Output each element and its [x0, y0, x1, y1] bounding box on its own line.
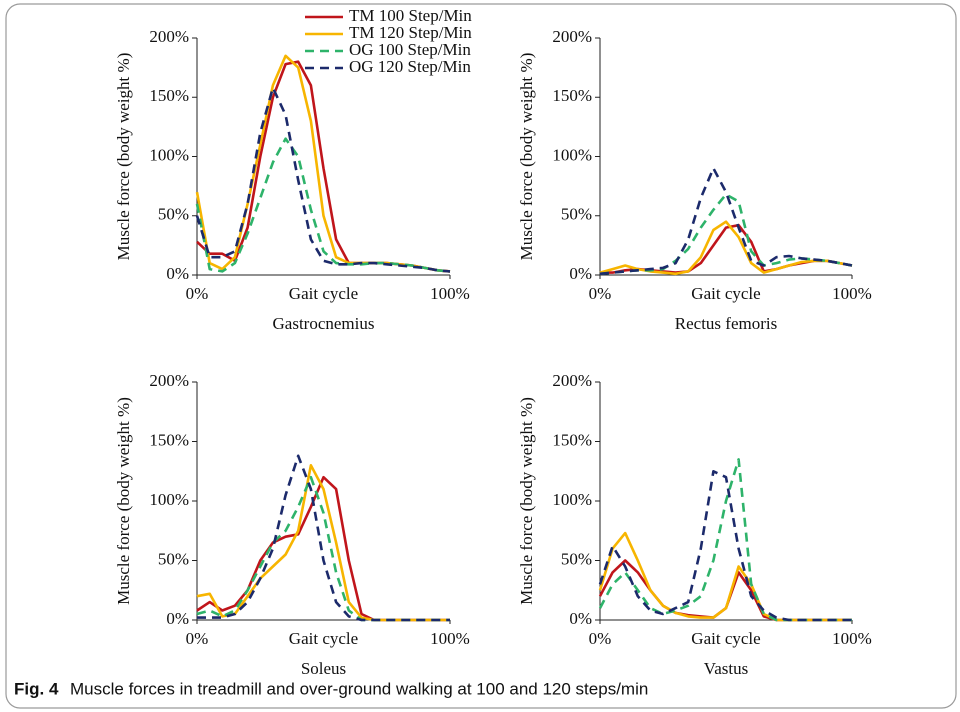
x-axis-label: Gait cycle: [691, 284, 760, 303]
x-tick-label: 100%: [832, 284, 872, 303]
data-line: [598, 531, 852, 622]
x-tick-label: 0%: [589, 629, 612, 648]
y-tick-label: 0%: [166, 264, 189, 283]
y-axis-label: Muscle force (body weight %): [114, 397, 133, 605]
data-line: [598, 458, 852, 622]
legend-label: OG 100 Step/Min: [349, 40, 471, 59]
panel-title: Gastrocnemius: [273, 314, 375, 333]
x-tick-label: 100%: [832, 629, 872, 648]
frame: [5, 3, 957, 709]
y-tick-label: 150%: [149, 86, 189, 105]
y-tick-label: 50%: [158, 205, 189, 224]
y-tick-label: 0%: [569, 264, 592, 283]
caption-text: Muscle forces in treadmill and over-grou…: [70, 679, 648, 698]
x-tick-label: 0%: [589, 284, 612, 303]
data-line: [598, 470, 852, 622]
data-line: [195, 86, 451, 273]
data-line: [195, 137, 451, 273]
y-tick-label: 200%: [552, 27, 592, 46]
y-tick-label: 100%: [149, 490, 189, 509]
y-tick-label: 150%: [552, 86, 592, 105]
y-axis-label: Muscle force (body weight %): [517, 397, 536, 605]
y-tick-label: 200%: [149, 27, 189, 46]
x-tick-label: 0%: [186, 284, 209, 303]
x-tick-label: 0%: [186, 629, 209, 648]
panel-title: Vastus: [704, 659, 748, 678]
data-line: [196, 464, 450, 622]
data-line: [600, 223, 853, 274]
y-tick-label: 150%: [149, 430, 189, 449]
data-line: [599, 220, 853, 276]
panel-title: Rectus femoris: [675, 314, 777, 333]
y-tick-label: 0%: [166, 609, 189, 628]
y-tick-label: 50%: [561, 205, 592, 224]
x-tick-label: 100%: [430, 629, 470, 648]
data-line: [196, 475, 450, 622]
y-tick-label: 200%: [149, 371, 189, 390]
panel-title: Soleus: [301, 659, 346, 678]
y-tick-label: 200%: [552, 371, 592, 390]
x-tick-label: 100%: [430, 284, 470, 303]
data-line: [197, 454, 450, 622]
data-line: [196, 60, 451, 273]
y-tick-label: 0%: [569, 609, 592, 628]
data-line: [196, 475, 450, 622]
y-tick-label: 150%: [552, 430, 592, 449]
caption-label: Fig. 4: [14, 679, 59, 698]
legend-label: TM 100 Step/Min: [349, 6, 472, 25]
y-axis-label: Muscle force (body weight %): [517, 53, 536, 261]
legend-label: TM 120 Step/Min: [349, 23, 472, 42]
y-tick-label: 100%: [552, 145, 592, 164]
x-axis-label: Gait cycle: [289, 629, 358, 648]
x-axis-label: Gait cycle: [289, 284, 358, 303]
legend-label: OG 120 Step/Min: [349, 57, 471, 76]
x-axis-label: Gait cycle: [691, 629, 760, 648]
y-tick-label: 50%: [561, 549, 592, 568]
y-tick-label: 50%: [158, 549, 189, 568]
data-line: [599, 193, 853, 276]
y-axis-label: Muscle force (body weight %): [114, 53, 133, 261]
y-tick-label: 100%: [552, 490, 592, 509]
y-tick-label: 100%: [149, 145, 189, 164]
